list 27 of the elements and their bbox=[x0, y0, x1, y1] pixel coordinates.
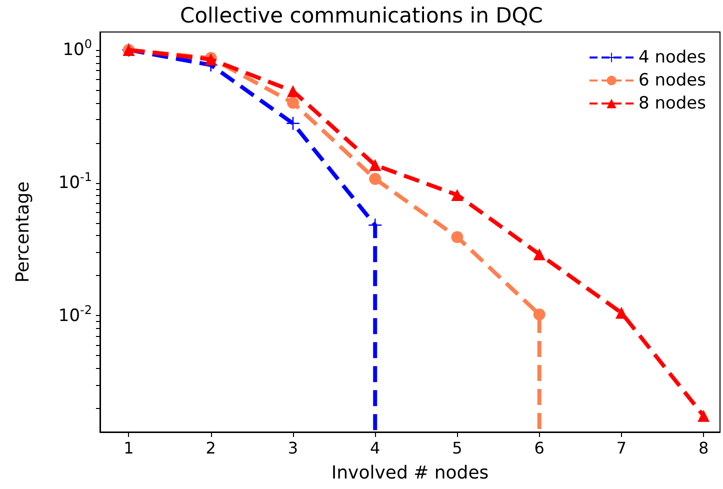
y-tick-label: 10$^{-1}$ bbox=[58, 170, 92, 193]
x-tick-label: 7 bbox=[616, 438, 627, 458]
legend-label: 8 nodes bbox=[638, 94, 706, 114]
point bbox=[533, 248, 546, 260]
point bbox=[698, 410, 710, 422]
point bbox=[369, 172, 382, 185]
x-tick-label: 8 bbox=[698, 438, 709, 458]
y-axis-title: Percentage bbox=[12, 181, 34, 283]
point bbox=[451, 231, 464, 244]
x-tick-label: 1 bbox=[124, 438, 134, 458]
x-axis-title: Involved # nodes bbox=[331, 462, 489, 484]
y-tick-label: 10$^{-2}$ bbox=[58, 302, 92, 326]
point bbox=[615, 306, 628, 319]
x-tick-label: 3 bbox=[288, 438, 298, 458]
point bbox=[369, 159, 382, 172]
point bbox=[451, 188, 464, 201]
legend-label: 4 nodes bbox=[638, 48, 706, 68]
x-tick-label: 4 bbox=[370, 438, 380, 458]
point bbox=[286, 96, 299, 109]
point bbox=[533, 308, 546, 320]
y-tick-label: 10$^{0}$ bbox=[62, 36, 92, 60]
x-tick-label: 2 bbox=[206, 438, 216, 458]
point bbox=[286, 116, 300, 130]
x-tick-label: 6 bbox=[534, 438, 544, 458]
x-tick-label: 5 bbox=[452, 438, 462, 458]
legend-label: 6 nodes bbox=[638, 70, 706, 90]
chart-title: Collective communications in DQC bbox=[180, 4, 543, 28]
